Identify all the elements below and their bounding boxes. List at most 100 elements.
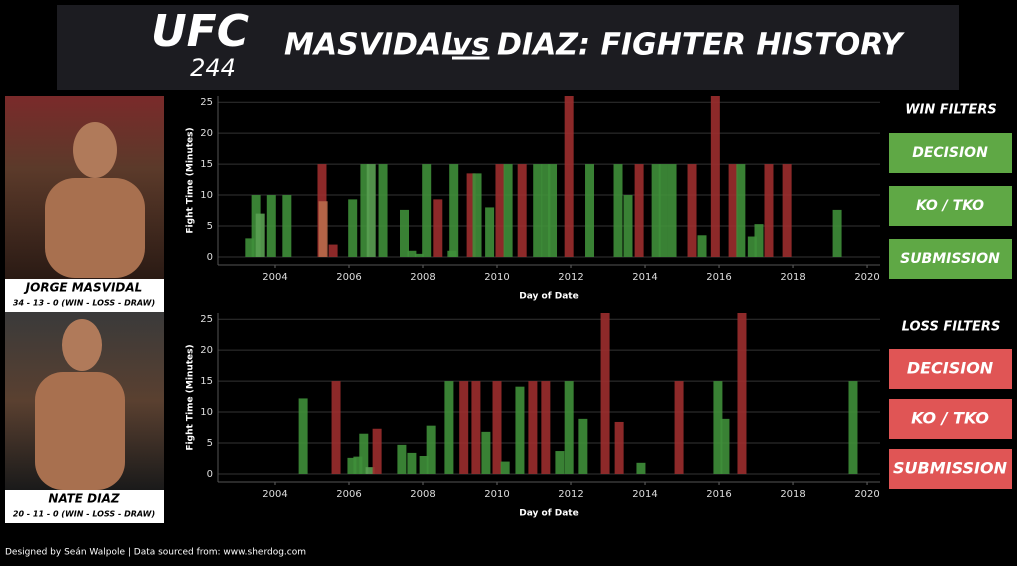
bar	[485, 207, 495, 257]
x-tick-label: 2006	[336, 272, 361, 283]
bar	[636, 462, 646, 474]
filter-button[interactable]	[889, 449, 1012, 489]
bar	[658, 164, 668, 257]
bar	[399, 209, 409, 257]
bar	[397, 444, 407, 474]
bar	[555, 451, 565, 474]
bar	[378, 164, 388, 257]
bar	[359, 433, 369, 474]
bar	[613, 164, 623, 257]
filter-button[interactable]	[889, 239, 1012, 279]
bar	[365, 467, 375, 474]
bar	[697, 235, 707, 257]
filter-button[interactable]	[889, 399, 1012, 439]
bar	[728, 164, 738, 257]
filter-button[interactable]	[889, 349, 1012, 389]
fighter-record: 34 - 13 - 0 (WIN - LOSS - DRAW)	[13, 299, 155, 308]
filter-button-label[interactable]: SUBMISSION	[900, 251, 1000, 267]
bar	[348, 199, 358, 257]
x-tick-label: 2016	[706, 489, 731, 500]
bar	[282, 195, 292, 257]
x-tick-label: 2014	[632, 272, 657, 283]
y-tick-label: 0	[207, 469, 213, 480]
filter-button-label[interactable]: DECISION	[907, 359, 994, 378]
bar	[720, 418, 730, 474]
bar	[426, 425, 436, 474]
y-axis-title: Fight Time (Minutes)	[186, 127, 196, 233]
bar	[533, 164, 543, 257]
y-tick-label: 15	[200, 376, 213, 387]
y-tick-label: 20	[200, 345, 213, 356]
bar	[366, 164, 376, 257]
filter-title: LOSS FILTERS	[902, 320, 1001, 335]
bar	[492, 381, 502, 474]
bar	[471, 381, 481, 474]
x-tick-label: 2006	[336, 489, 361, 500]
bar	[298, 398, 308, 474]
bar	[737, 313, 747, 474]
x-tick-label: 2010	[484, 272, 509, 283]
bar	[353, 456, 363, 474]
y-tick-label: 15	[200, 159, 213, 170]
bar	[848, 381, 858, 474]
filter-button-label[interactable]: SUBMISSION	[893, 459, 1008, 478]
bar	[466, 173, 476, 257]
bar	[515, 386, 525, 474]
photo-figure	[62, 319, 102, 371]
x-tick-label: 2008	[410, 272, 435, 283]
bar	[578, 418, 588, 474]
y-tick-label: 20	[200, 128, 213, 139]
bar	[832, 209, 842, 257]
filter-button[interactable]	[889, 133, 1012, 173]
y-tick-label: 10	[200, 407, 213, 418]
y-tick-label: 5	[207, 438, 213, 449]
bar	[667, 164, 677, 257]
bar	[548, 164, 558, 257]
x-tick-label: 2014	[632, 489, 657, 500]
bar	[710, 96, 720, 257]
bar	[444, 381, 454, 474]
filter-title: WIN FILTERS	[905, 103, 997, 118]
bar	[764, 164, 774, 257]
filter-button-label[interactable]: KO / TKO	[916, 198, 984, 214]
bar	[433, 199, 443, 257]
fighter-name: JORGE MASVIDAL	[24, 281, 143, 295]
header-bar	[57, 5, 959, 90]
bar	[255, 213, 265, 257]
x-tick-label: 2010	[484, 489, 509, 500]
y-tick-label: 25	[200, 97, 213, 108]
x-axis-title: Day of Date	[519, 509, 578, 519]
bar	[245, 238, 255, 257]
bar	[651, 164, 661, 257]
bar	[495, 164, 505, 257]
bar	[687, 164, 697, 257]
filter-button-label[interactable]: DECISION	[912, 145, 988, 161]
footer: Designed by Seán Walpole | Data sourced …	[5, 548, 306, 558]
filter-button[interactable]	[889, 186, 1012, 226]
bar	[585, 164, 595, 257]
x-tick-label: 2020	[854, 489, 879, 500]
bar	[419, 456, 429, 474]
bar	[331, 381, 341, 474]
x-tick-label: 2008	[410, 489, 435, 500]
bar	[614, 421, 624, 474]
fighter-record: 20 - 11 - 0 (WIN - LOSS - DRAW)	[13, 510, 155, 519]
photo-figure	[45, 178, 145, 278]
bar	[754, 224, 764, 257]
logo-number: 244	[190, 54, 236, 82]
x-tick-label: 2012	[558, 272, 583, 283]
bar	[318, 201, 328, 257]
bar	[713, 381, 723, 474]
bar	[472, 173, 482, 257]
bar	[407, 250, 417, 257]
x-tick-label: 2004	[262, 272, 287, 283]
filter-button-label[interactable]: KO / TKO	[911, 409, 989, 428]
bar	[528, 381, 538, 474]
bar	[564, 381, 574, 474]
x-axis-title: Day of Date	[519, 292, 578, 302]
y-tick-label: 5	[207, 221, 213, 232]
bar	[500, 461, 510, 474]
name-card	[5, 490, 164, 523]
name-card	[5, 279, 164, 312]
